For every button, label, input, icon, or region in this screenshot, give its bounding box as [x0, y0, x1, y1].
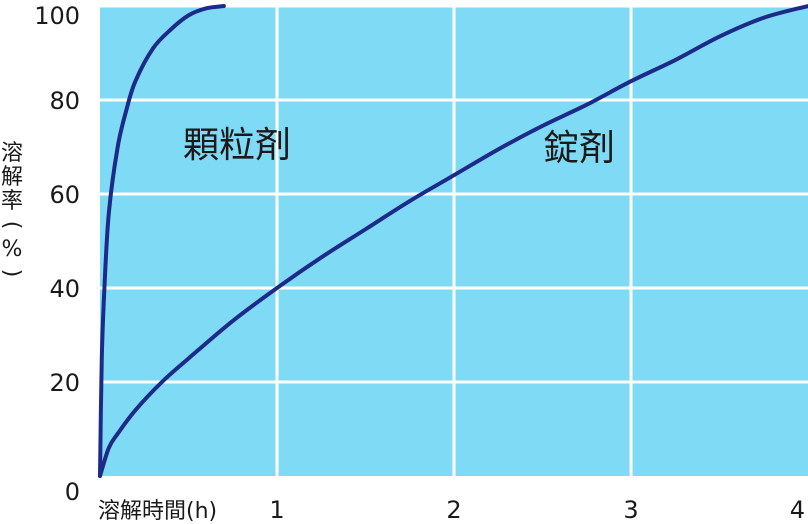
y-axis-label-char: ( [0, 221, 24, 230]
x-tick-label: 1 [269, 496, 284, 524]
y-axis-label-char: ) [0, 269, 24, 278]
y-tick-label: 20 [49, 369, 80, 397]
x-tick-label: 4 [790, 496, 805, 524]
y-axis-label-char: 解 [1, 165, 23, 190]
series-label-1: 顆粒剤 [183, 125, 291, 166]
x-tick-label: 2 [446, 496, 461, 524]
y-tick-label: 0 [65, 478, 80, 506]
y-axis-label-char: 溶 [1, 141, 23, 166]
y-tick-label: 100 [34, 2, 80, 30]
x-axis-label: 溶解時間(h) [98, 499, 217, 524]
series-lines [98, 4, 808, 478]
series-line-1 [98, 4, 226, 478]
grid-lines [100, 4, 808, 476]
y-tick-label: 60 [49, 181, 80, 209]
y-axis-label-char: 率 [1, 189, 23, 214]
y-tick-label: 80 [49, 87, 80, 115]
series-label-2: 錠剤 [543, 128, 615, 169]
y-axis-label-char: % [2, 237, 23, 262]
series-line-2 [98, 4, 808, 478]
y-axis-label: 溶解率 (%) [0, 141, 24, 277]
tick-labels: 0 20 40 60 80 100 1 2 3 4 [34, 2, 805, 524]
y-tick-label: 40 [49, 275, 80, 303]
series-labels: 顆粒剤 錠剤 [183, 125, 615, 169]
x-tick-label: 3 [623, 496, 638, 524]
